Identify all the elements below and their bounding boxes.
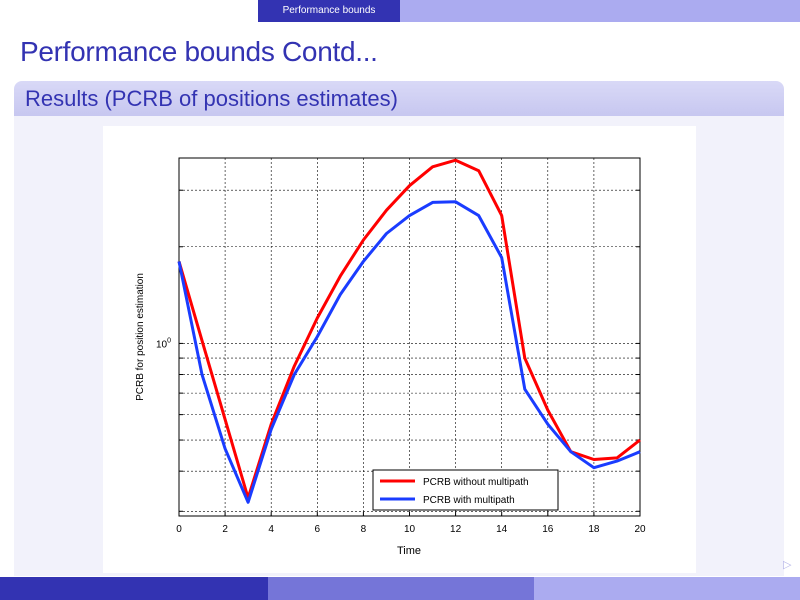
figure-panel: 0 2 4 6 8 10 12 14 16 18 20 100 Time PCRB for posi… [103,126,696,573]
header-active-section-segment [258,0,400,22]
section-link-performance-bounds[interactable]: Performance bounds [282,5,376,16]
y-tick-exponent: 0 [167,337,171,344]
footer-bar [0,577,800,600]
header-right-segment [400,0,800,22]
x-tick-label: 2 [222,524,228,535]
x-tick-label: 14 [496,524,508,535]
y-tick-labels: 100 [156,337,171,350]
x-tick-label: 8 [361,524,367,535]
footer-segment-2 [268,577,534,600]
block-title: Results (PCRB of positions estimates) [25,86,398,111]
plot-area [178,157,641,517]
header-left-segment [0,0,258,22]
x-grid [178,158,641,516]
series-group [177,158,641,504]
frame-title: Performance bounds Contd... [20,36,378,67]
x-tick-label: 12 [450,524,462,535]
x-tick-label: 20 [634,524,646,535]
x-tick-label: 18 [588,524,600,535]
footer-segment-3 [534,577,800,600]
legend-box [372,469,559,511]
next-slide-arrow-icon[interactable]: ▷ [783,559,792,571]
x-tick-label: 4 [268,524,274,535]
legend-label-with-multipath: PCRB with multipath [423,495,515,506]
legend: PCRB without multipath PCRB with multipa… [372,469,559,511]
y-axis-label: PCRB for position estimation [135,273,146,401]
series-line-with-multipath [177,200,641,504]
x-tick-label: 10 [404,524,416,535]
x-tick-labels: 0 2 4 6 8 10 12 14 16 18 20 [176,524,646,535]
x-tick-label: 0 [176,524,182,535]
footer-segment-1 [0,577,268,600]
navigation-header: Performance bounds [0,0,800,22]
block-title-bar [14,81,784,116]
x-axis-label: Time [397,545,421,557]
pcrb-chart: 0 2 4 6 8 10 12 14 16 18 20 100 Time PCRB for posi… [135,157,646,557]
legend-label-without-multipath: PCRB without multipath [423,477,529,488]
x-tick-label: 16 [542,524,554,535]
y-tick-label: 100 [156,337,171,350]
x-tick-label: 6 [315,524,321,535]
